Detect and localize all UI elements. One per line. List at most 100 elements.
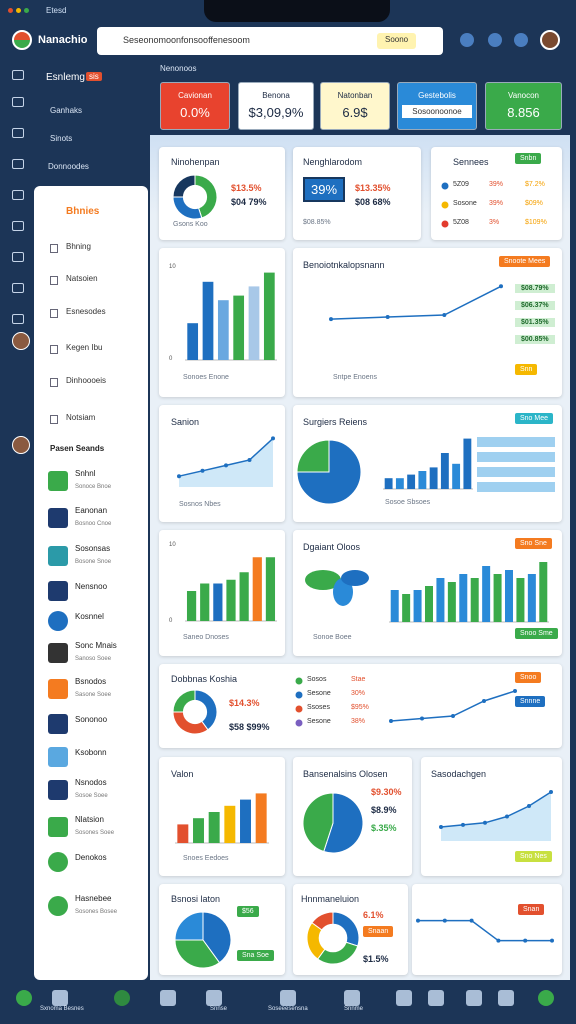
rail-icon[interactable] <box>12 283 24 293</box>
item-icon <box>48 780 68 800</box>
line-point <box>523 938 528 943</box>
bar <box>447 582 456 622</box>
button[interactable]: Snbn <box>515 153 542 164</box>
button[interactable]: Snoo <box>515 672 542 683</box>
nav-icon[interactable] <box>52 990 68 1006</box>
rail-icon[interactable] <box>12 159 24 169</box>
value-label: $1.5% <box>363 954 389 964</box>
nav-icon[interactable] <box>396 990 412 1006</box>
panel: Sennees Snbn 5Z09 39% $7.2% Sosone 39% $09% 5Z08… <box>431 147 562 240</box>
rail-icon[interactable] <box>12 314 24 324</box>
sidebar-link[interactable]: Sinots <box>50 134 73 143</box>
menu-item[interactable]: Esnesodes <box>66 307 106 316</box>
button[interactable]: Snnne <box>515 696 546 707</box>
bar <box>452 463 461 489</box>
menu-item[interactable]: Kegen Ibu <box>66 343 103 352</box>
search-box[interactable]: Seseonomoonfonsooffenesoom Soono <box>97 27 443 55</box>
bar <box>395 478 404 489</box>
item-title[interactable]: Eanonan <box>75 506 108 515</box>
item-title[interactable]: Kosnnel <box>75 612 104 621</box>
button[interactable]: Snoote Mees <box>499 256 551 267</box>
rail-icon[interactable] <box>12 190 24 200</box>
button[interactable]: Sno Sne <box>515 538 552 549</box>
kpi-label: Vanocon <box>508 91 539 100</box>
header-icon[interactable] <box>460 33 474 47</box>
button[interactable]: Sno Nes <box>515 851 552 862</box>
item-title[interactable]: Nsnodos <box>75 778 107 787</box>
rail-avatar[interactable] <box>12 436 30 454</box>
item-title[interactable]: Ksobonn <box>75 748 107 757</box>
button[interactable]: Sna Soe <box>237 950 274 961</box>
menu-icon <box>50 244 58 253</box>
item-sub: Sosones Soee <box>75 830 115 836</box>
item-title[interactable]: Nlatsion <box>75 815 104 824</box>
item-title[interactable]: Nensnoo <box>75 582 108 591</box>
item-title[interactable]: Hasnebee <box>75 894 112 903</box>
line-point <box>247 458 252 462</box>
row-dot <box>295 677 303 685</box>
button[interactable]: $56 <box>237 906 259 917</box>
item-sub: Sonoce Bnoe <box>75 484 112 490</box>
button[interactable]: Snn <box>515 364 538 375</box>
rail-icon[interactable] <box>12 70 24 80</box>
item-sub: Sasone Soee <box>75 692 112 698</box>
rail-icon[interactable] <box>12 97 24 107</box>
nav-icon[interactable] <box>160 990 176 1006</box>
nav-icon[interactable] <box>114 990 130 1006</box>
nav-label[interactable]: Snnme <box>344 1006 364 1012</box>
bar <box>436 578 445 622</box>
item-title[interactable]: Sononoo <box>75 715 108 724</box>
nav-icon[interactable] <box>344 990 360 1006</box>
item-icon <box>48 643 68 663</box>
nav-icon[interactable] <box>280 990 296 1006</box>
decor-stripe <box>477 437 555 447</box>
item-title[interactable]: Sosonsas <box>75 544 111 553</box>
nav-label[interactable]: Soseeesensna <box>268 1006 308 1012</box>
rail-icon[interactable] <box>12 252 24 262</box>
nav-icon[interactable] <box>538 990 554 1006</box>
nav-icon[interactable] <box>16 990 32 1006</box>
menu-item[interactable]: Bhning <box>66 242 91 251</box>
item-sub: Sanoso Soee <box>75 656 112 662</box>
nav-icon[interactable] <box>466 990 482 1006</box>
rail-avatar[interactable] <box>12 332 30 350</box>
line-point <box>527 804 531 808</box>
user-avatar[interactable] <box>540 30 560 50</box>
button[interactable]: Snaan <box>363 926 394 937</box>
row-dot <box>295 705 303 713</box>
sidebar-link[interactable]: Donnoodes <box>48 162 89 171</box>
row-dot <box>441 182 449 190</box>
row-cell: Sesone <box>307 690 331 697</box>
button[interactable]: Snan <box>518 904 545 915</box>
header-icon[interactable] <box>488 33 502 47</box>
bar <box>248 286 260 360</box>
line-point <box>451 714 455 718</box>
sidebar-link[interactable]: Ganhaks <box>50 106 83 115</box>
menu-item[interactable]: Dinhoooeis <box>66 376 107 385</box>
panel-chart <box>306 911 360 965</box>
rail-icon[interactable] <box>12 221 24 231</box>
sidebar-section[interactable]: Bhnies <box>66 206 100 217</box>
panel-title: Sasodachgen <box>431 769 487 779</box>
button[interactable]: Snoo Sme <box>515 628 558 639</box>
nav-label[interactable]: Sxnoma Besnes <box>40 1006 84 1012</box>
group-title: Pasen Seands <box>50 444 105 453</box>
menu-item[interactable]: Notsiam <box>66 413 96 422</box>
panel: Ninohenpan Gsons Koo $13.5% $04 79% <box>159 147 285 240</box>
button[interactable]: Sno Mee <box>515 413 554 424</box>
bar <box>252 557 262 621</box>
nav-label[interactable]: Snnse <box>210 1006 228 1012</box>
bar <box>516 578 525 622</box>
search-button[interactable]: Soono <box>377 33 417 49</box>
value-label: $58 $99% <box>229 722 270 732</box>
menu-item[interactable]: Natsoien <box>66 274 98 283</box>
item-title[interactable]: Denokos <box>75 853 107 862</box>
item-title[interactable]: Bsnodos <box>75 677 107 686</box>
item-title[interactable]: Sonc Mnais <box>75 641 117 650</box>
nav-icon[interactable] <box>206 990 222 1006</box>
rail-icon[interactable] <box>12 128 24 138</box>
nav-icon[interactable] <box>428 990 444 1006</box>
header-icon[interactable] <box>514 33 528 47</box>
nav-icon[interactable] <box>498 990 514 1006</box>
item-title[interactable]: Snhnl <box>75 469 96 478</box>
